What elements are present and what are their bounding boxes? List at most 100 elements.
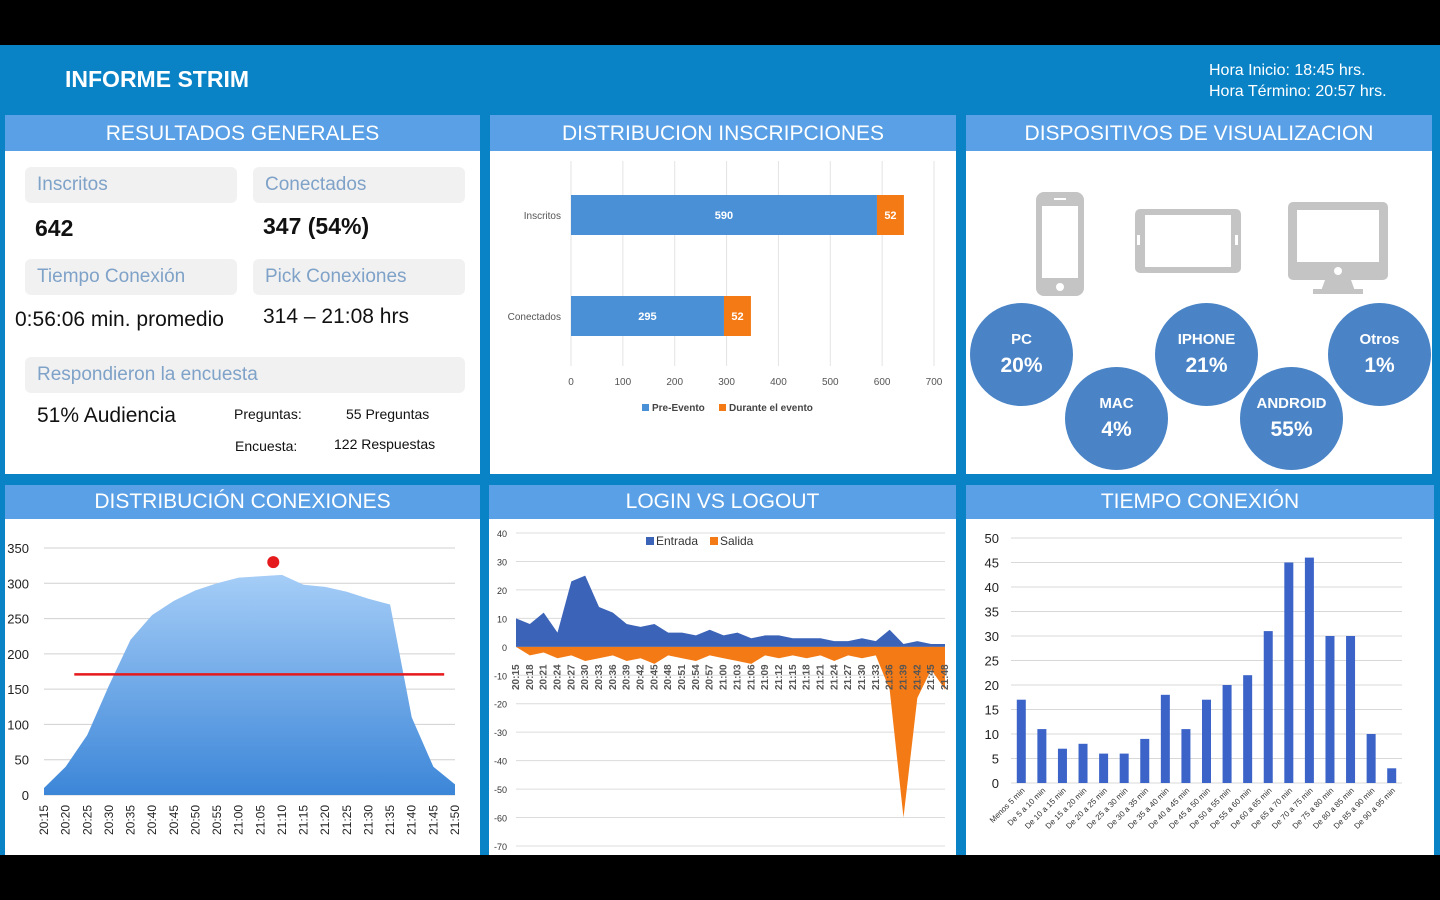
inscripciones-x-tick: 300 (718, 377, 735, 388)
tiempo-bar (1284, 562, 1294, 783)
login-y-tick: 20 (497, 586, 507, 596)
tiempo-bar (1140, 738, 1150, 783)
login-chart: 40 30 20 10 0 -10 -20 -30 -40 -50 -60 -70 20:15 20:18… (494, 529, 951, 852)
login-panel: LOGIN VS LOGOUT 40 30 20 10 0 -10 -20 -30 -40 -50… (489, 485, 956, 855)
conexiones-x-tick: 21:20 (318, 805, 332, 835)
start-time: Hora Inicio: 18:45 hrs. (1209, 62, 1366, 79)
inscripciones-x-tick: 200 (666, 377, 683, 388)
conexiones-x-tick: 21:35 (383, 805, 397, 835)
device-android: ANDROID 55% (1240, 367, 1343, 470)
tiempo-heading: TIEMPO CONEXIÓN (966, 485, 1434, 519)
login-x-tick: 20:18 (525, 664, 536, 690)
login-x-tick: 21:06 (746, 664, 757, 690)
login-y-tick: 0 (502, 643, 507, 653)
tiempo-bar (1243, 675, 1253, 783)
device-mac-pct: 4% (1101, 418, 1132, 441)
inscripciones-panel: DISTRIBUCION INSCRIPCIONES 0 100 200 300 400… (490, 115, 956, 474)
device-iphone-label: IPHONE (1177, 331, 1236, 348)
tiempo-y-tick: 0 (992, 776, 999, 791)
tiempo-bar (1222, 685, 1232, 783)
page-title: INFORME STRIM (65, 66, 249, 92)
conexiones-x-tick: 21:15 (297, 805, 311, 835)
login-x-tick: 21:00 (719, 664, 730, 690)
conexiones-y-tick: 200 (7, 647, 29, 662)
conexiones-y-tick: 300 (7, 576, 29, 591)
login-x-tick: 20:27 (566, 664, 577, 690)
conexiones-heading: DISTRIBUCIÓN CONEXIONES (5, 485, 480, 519)
inscripciones-data-label: 295 (638, 311, 656, 323)
tiempo-y-tick: 45 (985, 556, 999, 571)
tiempo-conexion-value: 0:56:06 min. promedio (15, 308, 224, 331)
inscripciones-data-label: 52 (884, 210, 896, 222)
tiempo-y-tick: 15 (985, 703, 999, 718)
login-x-tick: 21:48 (940, 664, 951, 690)
inscripciones-bar (723, 296, 751, 336)
login-y-tick: 40 (497, 529, 507, 539)
audiencia-value: 51% Audiencia (37, 404, 176, 427)
login-legend-swatch (710, 537, 718, 545)
login-legend-label: Entrada (656, 534, 698, 548)
login-legend-label: Salida (720, 534, 754, 548)
login-x-tick: 20:42 (636, 664, 647, 690)
device-pc: PC 20% (970, 303, 1073, 406)
conexiones-x-tick: 21:40 (405, 805, 419, 835)
login-x-tick: 20:15 (511, 664, 522, 690)
login-x-tick: 21:12 (774, 664, 785, 690)
inscripciones-chart: 0 100 200 300 400 500 600 700 Inscritos 590 52 Cone… (508, 161, 943, 414)
tiempo-bar (1037, 729, 1047, 783)
conexiones-y-tick: 350 (7, 541, 29, 556)
login-y-tick: -10 (494, 671, 507, 681)
phone-icon (1036, 192, 1084, 296)
login-x-tick: 20:48 (663, 664, 674, 690)
inscripciones-legend-label: Durante el evento (729, 403, 813, 414)
tiempo-bar (1366, 734, 1376, 783)
resultados-heading: RESULTADOS GENERALES (5, 115, 480, 151)
tiempo-bar (1119, 753, 1129, 783)
inscripciones-heading: DISTRIBUCION INSCRIPCIONES (490, 115, 956, 151)
login-x-tick: 21:18 (802, 664, 813, 690)
login-area-entrada (516, 575, 945, 647)
inscripciones-bar (571, 195, 877, 235)
inscripciones-category-label: Conectados (508, 312, 561, 323)
tiempo-bar (1160, 694, 1170, 783)
inscripciones-x-tick: 500 (822, 377, 839, 388)
login-x-tick: 20:36 (608, 664, 619, 690)
device-otros-label: Otros (1359, 331, 1400, 348)
conexiones-x-tick: 21:25 (340, 805, 354, 835)
login-x-tick: 21:33 (871, 664, 882, 690)
conexiones-x-tick: 20:30 (102, 805, 116, 835)
login-area-salida (516, 646, 945, 818)
conexiones-y-tick: 50 (15, 753, 29, 768)
tiempo-y-tick: 40 (985, 580, 999, 595)
login-x-tick: 20:30 (580, 664, 591, 690)
conexiones-x-tick: 21:30 (361, 805, 375, 835)
conexiones-x-tick: 20:25 (80, 805, 94, 835)
tiempo-bar (1181, 729, 1191, 783)
conexiones-x-tick: 20:40 (145, 805, 159, 835)
conexiones-panel: DISTRIBUCIÓN CONEXIONES 0 50 100 150 200 250 3… (5, 485, 480, 855)
tiempo-bar (1346, 636, 1356, 783)
device-otros: Otros 1% (1328, 303, 1431, 406)
conexiones-x-tick: 21:05 (253, 805, 267, 835)
conexiones-x-tick: 21:10 (275, 805, 289, 835)
pick-conexiones-label: Pick Conexiones (253, 259, 465, 295)
tiempo-bar (1078, 743, 1088, 783)
inscripciones-bar (876, 195, 904, 235)
login-x-tick: 21:09 (760, 664, 771, 690)
login-x-tick: 20:39 (622, 664, 633, 690)
inscripciones-data-label: 52 (731, 311, 743, 323)
tiempo-bar (1016, 699, 1026, 783)
preguntas-label: Preguntas: (234, 406, 302, 422)
device-iphone: IPHONE 21% (1155, 303, 1258, 406)
conexiones-peak-marker (267, 556, 280, 569)
device-iphone-pct: 21% (1185, 354, 1228, 377)
inscripciones-x-tick: 0 (568, 377, 574, 388)
conexiones-x-tick: 21:45 (426, 805, 440, 835)
conexiones-x-tick: 20:35 (124, 805, 138, 835)
conexiones-x-tick: 20:45 (167, 805, 181, 835)
inscripciones-bar (571, 296, 724, 336)
resultados-panel: RESULTADOS GENERALES Inscritos 642 Conec… (5, 115, 480, 474)
tiempo-bar (1325, 636, 1335, 783)
device-pc-label: PC (1011, 331, 1032, 348)
